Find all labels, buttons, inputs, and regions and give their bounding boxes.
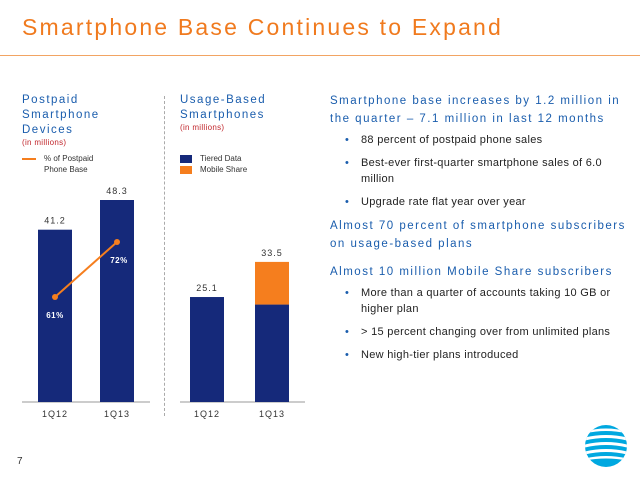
legend-line-swatch (22, 157, 36, 160)
right-title-line2: Smartphones (180, 109, 265, 121)
right-chart-title: Usage-Based Smartphones (in millions) (180, 93, 266, 133)
legend-tiered-swatch (180, 154, 192, 163)
pct-point (52, 294, 58, 300)
bullet-item: > 15 percent changing over from unlimite… (330, 324, 630, 340)
headline-3: Almost 10 million Mobile Share subscribe… (330, 266, 613, 278)
left-chart-title: Postpaid Smartphone Devices (in millions… (22, 93, 100, 148)
pct-label: 61% (46, 311, 64, 320)
legend-mobile-label: Mobile Share (200, 165, 248, 174)
headline-1-list: 88 percent of postpaid phone sales Best-… (330, 132, 630, 210)
right-chart: 25.1 1Q12 33.5 1Q13 (190, 248, 289, 419)
legend-pct-line2: Phone Base (44, 165, 88, 174)
bar-value-label: 48.3 (106, 186, 128, 196)
bullet-item: New high-tier plans introduced (330, 347, 630, 363)
x-tick-label: 1Q13 (259, 409, 285, 419)
legend-pct-line1: % of Postpaid (44, 154, 94, 163)
att-globe-logo (585, 425, 627, 467)
left-title-line3: Devices (22, 124, 74, 136)
x-tick-label: 1Q12 (42, 409, 68, 419)
page-number: 7 (17, 456, 23, 467)
bar-total-label: 25.1 (196, 283, 218, 293)
left-title-line2: Smartphone (22, 109, 100, 121)
slide-title: Smartphone Base Continues to Expand (22, 14, 504, 40)
pct-line (54, 241, 118, 298)
bar-total-label: 33.5 (261, 248, 283, 258)
left-legend: % of Postpaid Phone Base (22, 153, 93, 175)
panel-divider (164, 96, 165, 416)
right-chart-subtitle: (in millions) (180, 123, 225, 132)
x-tick-label: 1Q12 (194, 409, 220, 419)
right-legend: Tiered Data Mobile Share (180, 153, 247, 175)
headline-1: Smartphone base increases by 1.2 million… (330, 95, 621, 125)
stacked-bar-segment (190, 297, 224, 402)
bar (38, 229, 72, 402)
legend-mobile-swatch (180, 165, 192, 174)
stacked-bar-segment (255, 304, 289, 402)
pct-point (114, 239, 120, 245)
bullet-item: 88 percent of postpaid phone sales (330, 132, 630, 148)
left-chart: 41.2 1Q12 48.3 1Q13 61% 72% (38, 186, 134, 419)
headline-2: Almost 70 percent of smartphone subscrib… (330, 220, 626, 250)
left-title-line1: Postpaid (22, 94, 79, 106)
bullet-item: Best-ever first-quarter smartphone sales… (330, 155, 630, 187)
left-chart-subtitle: (in millions) (22, 138, 67, 147)
pct-label: 72% (110, 256, 128, 265)
stacked-bar-segment (255, 261, 289, 305)
title-rule (0, 55, 640, 56)
bullet-item: Upgrade rate flat year over year (330, 194, 630, 210)
bar (100, 200, 134, 402)
x-tick-label: 1Q13 (104, 409, 130, 419)
legend-tiered-label: Tiered Data (200, 154, 242, 163)
right-title-line1: Usage-Based (180, 94, 267, 106)
headline-3-list: More than a quarter of accounts taking 1… (330, 285, 630, 363)
bullet-panel: Smartphone base increases by 1.2 million… (330, 92, 630, 370)
bar-value-label: 41.2 (44, 216, 66, 226)
bullet-item: More than a quarter of accounts taking 1… (330, 285, 630, 317)
